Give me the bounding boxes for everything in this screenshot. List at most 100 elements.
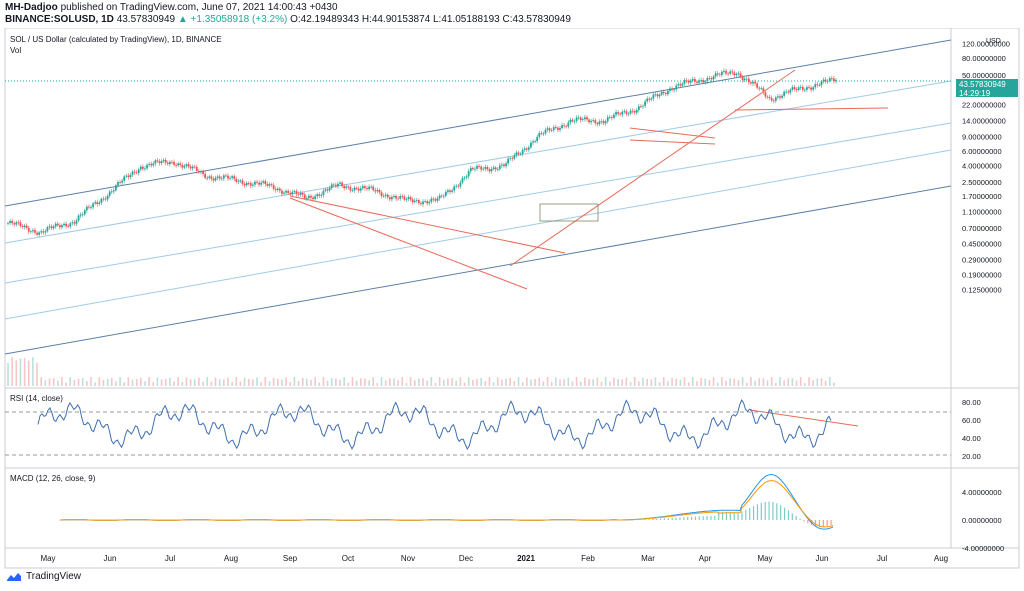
candle-body [137,169,140,174]
rsi-legend[interactable]: RSI (14, close) [10,394,63,403]
flag-lower-line[interactable] [629,139,716,145]
candle-body [760,88,763,90]
channel-inner-line-1[interactable] [4,80,952,244]
volume-bar [293,377,296,386]
macd-legend[interactable]: MACD (12, 26, close, 9) [10,474,96,483]
macd-tick-label: 4.00000000 [962,488,1002,497]
candle-body [285,190,287,193]
tradingview-footer[interactable]: TradingView [6,571,81,582]
candle-body [121,180,124,183]
price-tick-label: 6.00000000 [962,147,1002,156]
flag-upper-line[interactable] [629,127,716,139]
candle-body [316,194,319,197]
candle-body [98,202,101,204]
volume-bar [19,358,22,386]
candle-body [745,78,748,80]
macd-axis[interactable]: 4.00000000 0.00000000 -4.00000000 [962,488,1004,553]
candle-body [758,87,761,89]
rsi-line[interactable] [37,399,832,451]
volume-bar [679,379,682,386]
candle-body [594,120,597,124]
candle-body [417,200,420,204]
volume-bar [480,377,482,386]
volume-bar [467,377,470,386]
candle-body [787,91,790,93]
volume-bar [426,380,428,386]
macd-hist-bar [648,519,650,520]
time-tick-label: Jun [816,554,829,563]
volume-bar [272,377,275,386]
chart-canvas[interactable]: 120.00000000 80.00000000 50.00000000 22.000… [0,28,1024,570]
volume-bar [94,382,96,386]
price-axis[interactable]: 120.00000000 80.00000000 50.00000000 22.000… [962,40,1010,295]
volume-bar [15,360,18,386]
volume-bar [193,379,196,386]
candle-body [378,190,381,193]
drawn-trendlines[interactable] [289,69,889,427]
channel-inner-line-2[interactable] [4,122,952,284]
high-value: H:44.90153874 [361,14,431,25]
candle-body [588,119,590,123]
time-tick-label: Dec [459,554,473,563]
volume-bar [696,380,698,386]
candle-body [388,197,391,200]
volume-bar [339,380,341,386]
volume-bar [658,382,661,386]
horizontal-support-line[interactable] [734,107,889,111]
volume-bar [609,381,611,386]
volume-bar [650,379,653,386]
candle-body [115,185,117,191]
trendline-falling-lower[interactable] [289,197,528,290]
candle-body [563,125,566,127]
candle-body [330,184,333,189]
candle-body [783,91,786,96]
consolidation-box[interactable] [539,203,599,222]
price-legend-title[interactable]: SOL / US Dollar (calculated by TradingVi… [10,35,222,44]
trendline-falling-upper[interactable] [289,195,566,254]
signal-line[interactable] [59,480,834,528]
candle-body [249,183,252,186]
candle-body [366,187,368,190]
volume-bar [517,377,520,386]
candle-body [762,88,765,93]
macd-line[interactable] [59,473,834,530]
volume-legend[interactable]: Vol [10,46,21,55]
volume-bar [633,377,636,386]
rsi-axis[interactable]: 80.00 60.00 40.00 20.00 [962,398,981,461]
macd-hist-bar [718,511,720,520]
candle-body [554,127,557,128]
candle-body [513,155,516,159]
channel-upper-line[interactable] [4,39,952,207]
price-tick-label: 0.19000000 [962,271,1002,280]
candle-body [347,186,350,188]
volume-bar [69,377,72,386]
candle-body [108,191,111,196]
candles[interactable] [7,68,837,238]
candle-body [598,121,601,125]
publisher-name[interactable]: MH-Dadjoo [5,2,58,13]
macd-hist-bar [698,516,700,520]
volume-bar [596,377,599,386]
volume-bar [160,379,163,386]
volume-bar [372,377,375,386]
volume-bar [384,380,387,386]
candle-body [420,203,422,205]
candle-body [812,87,815,90]
time-axis[interactable]: May Jun Jul Aug Sep Oct Nov Dec 2021 Feb Mar Apr May… [40,554,948,563]
candle-body [465,176,468,178]
candle-body [428,201,431,204]
macd-hist-bar [656,518,658,520]
candle-body [81,214,84,216]
candle-body [42,231,45,233]
candle-body [774,97,777,101]
candle-body [229,177,231,179]
volume-bar [11,357,13,386]
volume-bar [206,377,209,386]
volume-bar [463,382,466,386]
candle-body [287,190,290,194]
candle-body [19,222,22,227]
macd-hist-bar [756,504,759,520]
candle-body [540,132,543,134]
trendline-rising-support[interactable] [509,69,796,267]
macd-hist-bar [764,501,766,520]
